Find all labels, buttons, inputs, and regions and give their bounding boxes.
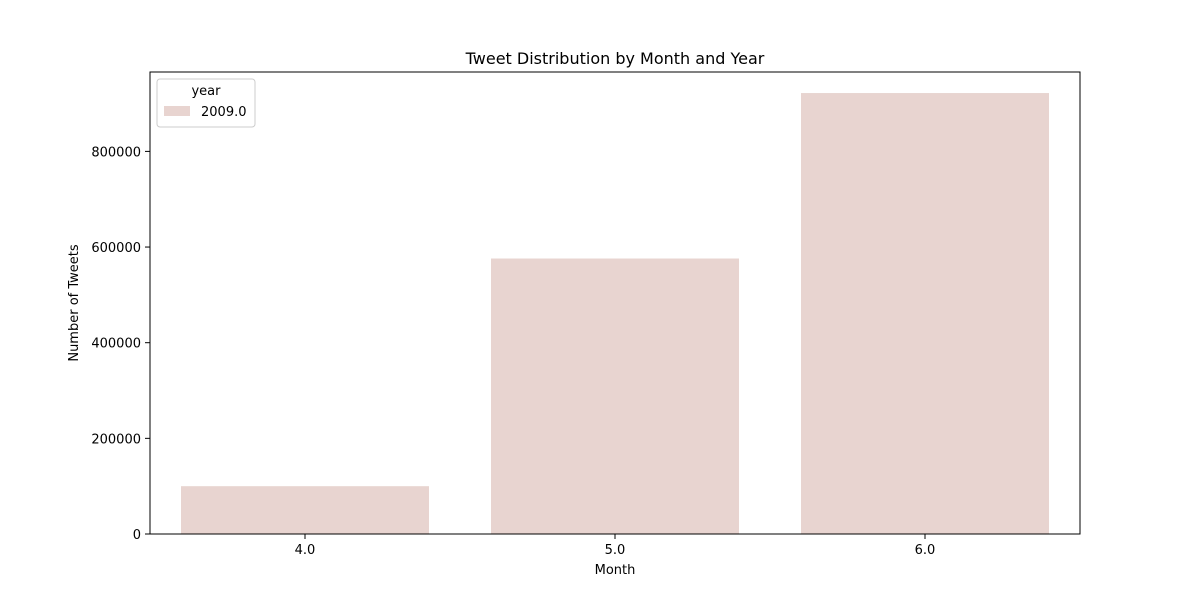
x-axis-label: Month (595, 563, 636, 578)
y-tick-label: 200000 (91, 432, 141, 447)
y-tick-label: 800000 (91, 145, 141, 160)
y-tick-label: 0 (133, 528, 141, 543)
y-axis-ticks: 0 200000 400000 600000 800000 (91, 145, 150, 543)
x-tick-label: 6.0 (915, 543, 936, 558)
y-tick-label: 600000 (91, 241, 141, 256)
y-axis-label: Number of Tweets (67, 244, 82, 362)
bar-month-6.0 (801, 93, 1049, 534)
y-tick-label: 400000 (91, 337, 141, 352)
x-tick-label: 5.0 (605, 543, 626, 558)
chart-title: Tweet Distribution by Month and Year (465, 49, 765, 68)
x-tick-label: 4.0 (295, 543, 316, 558)
bar-month-4.0 (181, 486, 429, 534)
legend-title: year (191, 84, 221, 99)
bars-group (181, 93, 1049, 534)
bar-month-5.0 (491, 258, 739, 534)
legend: year 2009.0 (156, 78, 256, 128)
x-axis-ticks: 4.0 5.0 6.0 (295, 534, 936, 558)
legend-swatch (164, 106, 190, 116)
plot-frame (149, 71, 1081, 535)
legend-entry-label: 2009.0 (201, 105, 247, 120)
